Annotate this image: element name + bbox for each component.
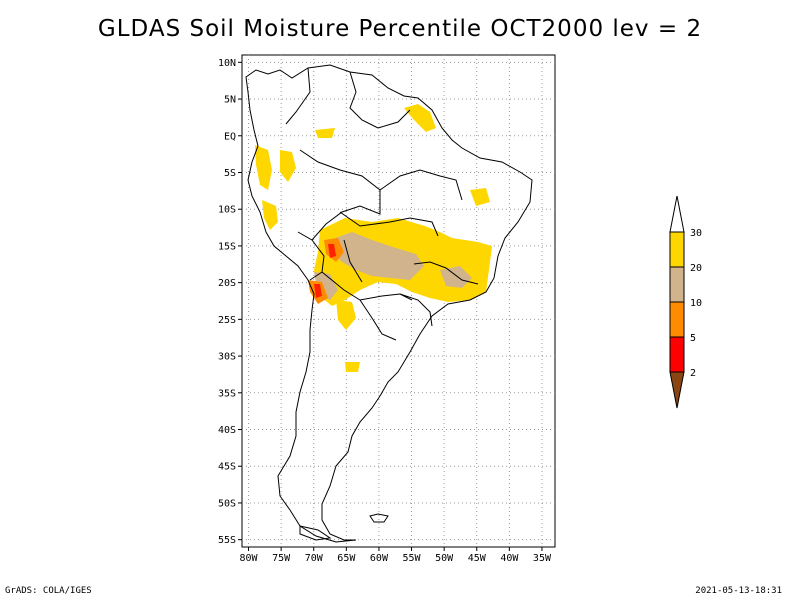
colorbar-bin <box>669 301 685 338</box>
lat-tick-label: 40S <box>218 425 236 436</box>
lat-tick-label: 15S <box>218 241 236 252</box>
lat-tick-label: 5N <box>224 95 236 106</box>
lon-tick-label: 80W <box>239 553 258 564</box>
map-frame <box>241 54 556 548</box>
colorbar-bin <box>669 231 685 268</box>
lat-tick-label: 25S <box>218 315 236 326</box>
shade-20-30 <box>336 300 356 330</box>
colorbar-bin <box>669 266 685 303</box>
lon-tick-label: 70W <box>305 553 324 564</box>
shade-10-20 <box>440 266 472 288</box>
lon-tick-label: 40W <box>500 553 519 564</box>
latitude-ticks: 10N 5N EQ 5S 10S 15S 20S 25S 30S 35S 40S 45S 50S 55S <box>218 58 242 546</box>
colorbar-bottom-arrow <box>669 371 685 409</box>
footer-credit: GrADS: COLA/IGES <box>5 586 92 596</box>
shade-2-5 <box>328 244 336 258</box>
colorbar: 30 20 10 5 2 <box>669 195 702 409</box>
lat-tick-label: 50S <box>218 498 236 509</box>
longitude-ticks: 80W 75W 70W 65W 60W 55W 50W 45W 40W 35W <box>239 547 552 564</box>
lat-tick-label: 10S <box>218 205 236 216</box>
lat-tick-label: 45S <box>218 462 236 473</box>
colorbar-label: 30 <box>690 228 702 239</box>
falkland-islands <box>369 513 389 523</box>
shade-20-30 <box>255 145 272 190</box>
shade-20-30 <box>404 104 436 132</box>
lat-tick-label: 5S <box>224 168 236 179</box>
country-borders <box>285 67 479 341</box>
lat-tick-label: 55S <box>218 535 236 546</box>
lon-tick-label: 45W <box>468 553 487 564</box>
lon-tick-label: 55W <box>403 553 422 564</box>
shade-2-5 <box>314 284 322 298</box>
map-title: GLDAS Soil Moisture Percentile OCT2000 l… <box>97 16 703 42</box>
shade-20-30 <box>262 200 278 230</box>
lon-tick-label: 65W <box>337 553 356 564</box>
south-america-coastline <box>245 64 533 543</box>
colorbar-label: 20 <box>690 263 702 274</box>
shade-20-30 <box>315 128 335 138</box>
shade-20-30 <box>470 188 490 206</box>
lat-tick-label: 30S <box>218 352 236 363</box>
colorbar-label: 2 <box>690 368 696 379</box>
lon-tick-label: 60W <box>370 553 389 564</box>
shade-20-30 <box>345 362 360 372</box>
gridlines <box>242 55 555 547</box>
shade-20-30 <box>280 150 296 182</box>
colorbar-label: 5 <box>690 333 696 344</box>
colorbar-bin <box>669 336 685 373</box>
lat-tick-label: 10N <box>218 58 236 69</box>
lon-tick-label: 75W <box>272 553 291 564</box>
lat-tick-label: 35S <box>218 388 236 399</box>
lon-tick-label: 50W <box>435 553 454 564</box>
tierra-del-fuego <box>299 525 332 541</box>
footer-timestamp: 2021-05-13-18:31 <box>695 586 782 596</box>
lon-tick-label: 35W <box>533 553 552 564</box>
colorbar-label: 10 <box>690 298 702 309</box>
coastlines <box>245 64 533 543</box>
lat-tick-label: 20S <box>218 278 236 289</box>
colorbar-top-arrow <box>669 195 685 233</box>
lat-tick-label: EQ <box>224 131 236 142</box>
